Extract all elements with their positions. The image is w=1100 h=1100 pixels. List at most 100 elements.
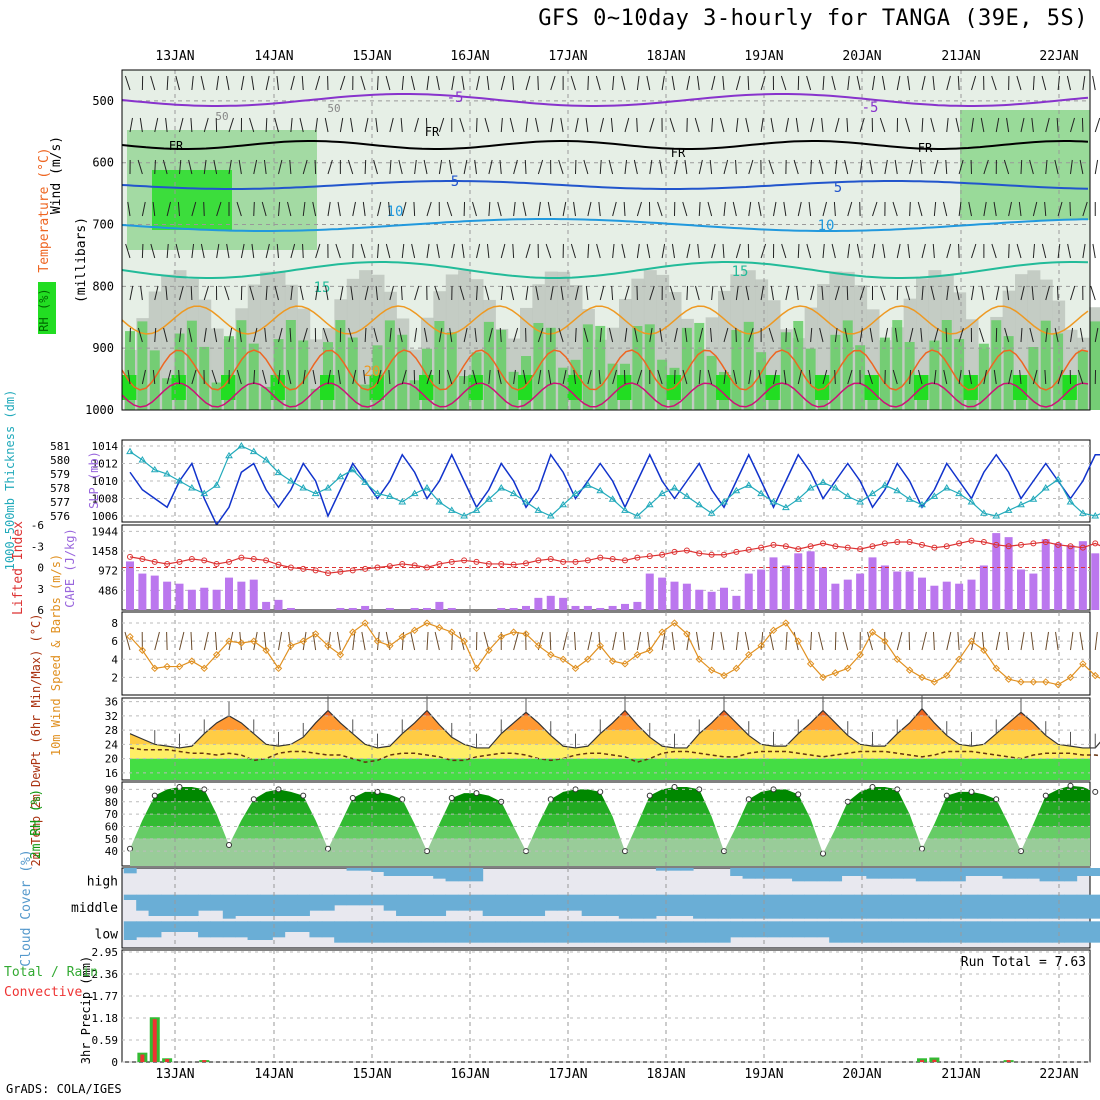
cloud-cell-low: [1002, 921, 1016, 943]
wind-barb: [301, 75, 304, 91]
wind-barb: [1057, 243, 1061, 259]
lifted-index-marker: [349, 567, 356, 574]
thickness-marker: [435, 498, 444, 505]
wind-tick: 4: [111, 653, 118, 666]
cape-bar: [744, 573, 753, 610]
cloud-cell-low: [259, 921, 273, 940]
rh-column-green: [1003, 336, 1014, 410]
lifted-index-marker: [473, 558, 480, 565]
wind-barb: [697, 243, 700, 259]
wind-barb: [414, 117, 419, 133]
wind-barb: [339, 75, 346, 91]
top-day-label: 20JAN: [842, 49, 881, 64]
wind-barb-10m: [921, 631, 927, 651]
wind-barb: [1094, 159, 1099, 175]
wind-barb: [375, 285, 378, 301]
cloud-cell-high: [754, 868, 768, 879]
cloud-cell-low: [940, 921, 954, 943]
slp-tick: 1012: [92, 458, 119, 471]
wind-barb: [363, 369, 366, 385]
cloud-cell-middle: [445, 894, 459, 911]
wind-speed-marker: [423, 619, 431, 627]
slp-tick: 1014: [92, 440, 119, 453]
wind-barb-10m: [154, 631, 160, 651]
wind-barb: [710, 327, 713, 343]
wind-barb: [162, 159, 168, 175]
wind-barb: [892, 369, 898, 385]
wind-barb-10m: [1020, 631, 1025, 651]
wind-barb: [608, 159, 614, 175]
wind-speed-marker: [1029, 678, 1038, 686]
wind-barb: [562, 369, 567, 385]
wind-barb-10m: [179, 631, 185, 651]
lifted-index-marker: [485, 560, 492, 567]
cloud-cell-middle: [1076, 894, 1090, 919]
wind-barb: [537, 159, 544, 175]
wind-barb: [299, 117, 304, 133]
rh-marker: [349, 795, 356, 802]
wind-barb: [141, 243, 144, 259]
wind-barb: [585, 117, 589, 133]
rh-marker: [671, 783, 678, 790]
cloud-cell-middle: [792, 894, 805, 919]
rh-marker: [547, 796, 554, 803]
wind-barb: [587, 75, 589, 91]
wind-barb: [758, 369, 762, 385]
top-day-label: 15JAN: [352, 49, 391, 64]
wind-speed-marker: [324, 641, 332, 650]
wind-speed-marker: [311, 630, 320, 638]
wind-barb-10m: [1094, 631, 1098, 651]
wind-barb: [154, 285, 159, 301]
wind-barb-10m: [513, 631, 519, 651]
wind-barb: [414, 285, 420, 301]
lifted-index-marker: [622, 557, 628, 564]
cloud-cell-middle: [680, 894, 694, 916]
wind-barb-10m: [612, 631, 617, 651]
wind-barb: [240, 243, 245, 259]
wind-barb: [918, 369, 923, 385]
rh-column-bright: [864, 375, 881, 400]
cloud-cell-high: [445, 868, 459, 882]
wind-barb-10m: [426, 631, 429, 651]
cloud-cell-low: [816, 921, 830, 938]
cloud-cell-middle: [1051, 894, 1065, 919]
thickness-marker: [1029, 495, 1038, 502]
cloud-cell-middle: [160, 894, 174, 916]
wind-speed-marker: [732, 664, 741, 673]
wind-speed-marker: [806, 660, 815, 668]
thickness-marker: [868, 489, 877, 497]
wind-barb: [822, 369, 828, 385]
cloud-cell-high: [829, 868, 843, 882]
wind-barb: [377, 75, 379, 91]
cloud-cell-low: [284, 921, 298, 932]
cloud-cell-low: [408, 921, 422, 943]
lifted-index-marker: [226, 558, 232, 565]
ylabel-millibars: (millibars): [74, 217, 89, 303]
wind-barb: [698, 201, 701, 217]
rh-column-green: [558, 367, 569, 410]
thickness-marker: [856, 498, 865, 505]
cloud-cell-low: [148, 921, 162, 938]
cloud-cell-low: [495, 921, 508, 943]
wind-barb: [545, 243, 552, 259]
cloud-cell-low: [383, 921, 397, 943]
cloud-cell-low: [990, 921, 1003, 943]
wind-speed-marker: [707, 666, 716, 674]
wind-barb: [808, 369, 812, 385]
rh-column-green: [681, 327, 692, 410]
cloud-cell-low: [544, 921, 558, 943]
cloud-cell-low: [1014, 921, 1028, 943]
thickness-marker: [163, 470, 172, 477]
wind-barb: [1066, 75, 1071, 91]
lifted-index-marker: [399, 560, 406, 567]
bottom-day-label: 15JAN: [352, 1067, 391, 1082]
wind-barb: [312, 369, 317, 385]
cloud-cell-high: [1039, 868, 1053, 882]
cloud-cell-middle: [482, 894, 496, 916]
cloud-cell-middle: [606, 894, 620, 916]
cloud-cell-low: [334, 921, 348, 943]
rh-column-bright: [567, 375, 584, 400]
wind-barb: [1057, 201, 1063, 217]
wind-barb: [1070, 117, 1075, 133]
wind-barb: [302, 159, 308, 175]
